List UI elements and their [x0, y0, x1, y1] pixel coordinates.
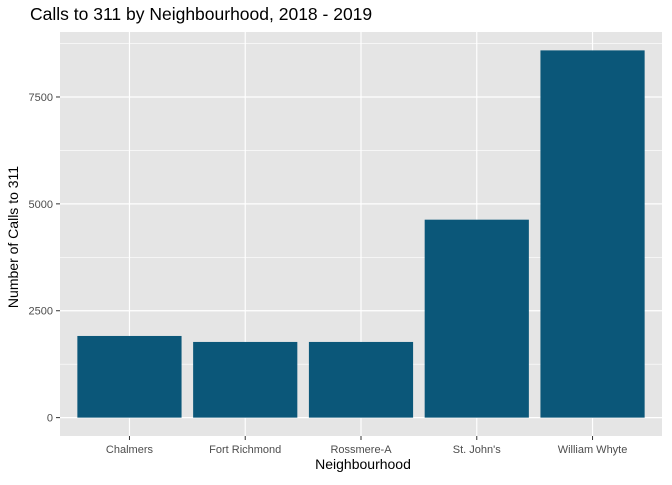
bar	[193, 341, 298, 418]
y-tick-label: 5000	[29, 199, 53, 211]
x-axis-label: Neighbourhood	[315, 456, 411, 472]
bar	[424, 219, 529, 418]
bar	[540, 50, 645, 418]
x-tick-label: St. John's	[453, 444, 501, 456]
bars	[77, 50, 645, 418]
bar	[308, 341, 414, 418]
x-tick-label: Fort Richmond	[209, 444, 281, 456]
axes: 0 2500 5000 7500 Chalmers Fort Richmond Rossme…	[29, 92, 628, 456]
bar	[77, 335, 182, 418]
x-tick-label: William Whyte	[558, 444, 628, 456]
y-axis-label: Number of Calls to 311	[5, 166, 21, 308]
x-tick-label: Chalmers	[106, 444, 154, 456]
y-tick-label: 2500	[29, 306, 53, 318]
y-tick-label: 7500	[29, 92, 53, 104]
chart-title: Calls to 311 by Neighbourhood, 2018 - 20…	[30, 4, 372, 24]
y-tick-label: 0	[47, 413, 53, 425]
x-tick-label: Rossmere-A	[330, 444, 392, 456]
